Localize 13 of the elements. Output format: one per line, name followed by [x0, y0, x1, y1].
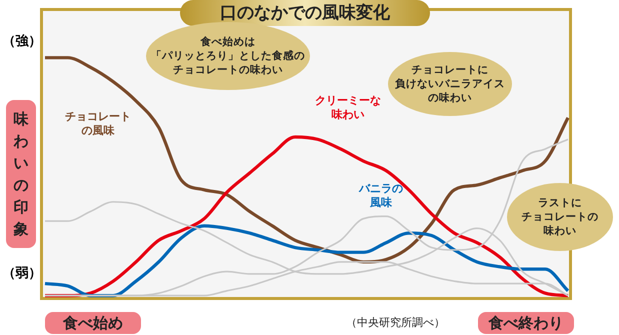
annotation: （弱） [2, 266, 42, 282]
annotation: 食べ始めは「パリッとろり」とした食感のチョコレートの味わい [151, 35, 305, 77]
series-label: チョコレートの風味 [64, 110, 132, 138]
text: （強） [2, 34, 42, 50]
annotation: チョコレートに負けないバニラアイスの味わい [395, 63, 505, 105]
text: （中央研究所調べ） [345, 316, 446, 330]
y-axis-title: 味わいの印象 [13, 109, 29, 240]
chart-title: 口のなかでの風味変化 [180, 0, 430, 26]
annotation: ラストにチョコレートの味わい [522, 196, 598, 238]
series-label: クリーミーな味わい [314, 94, 382, 122]
text: バニラの風味 [358, 182, 404, 210]
text: 食べ始め [45, 312, 141, 334]
text: 食べ終わり [478, 312, 574, 334]
